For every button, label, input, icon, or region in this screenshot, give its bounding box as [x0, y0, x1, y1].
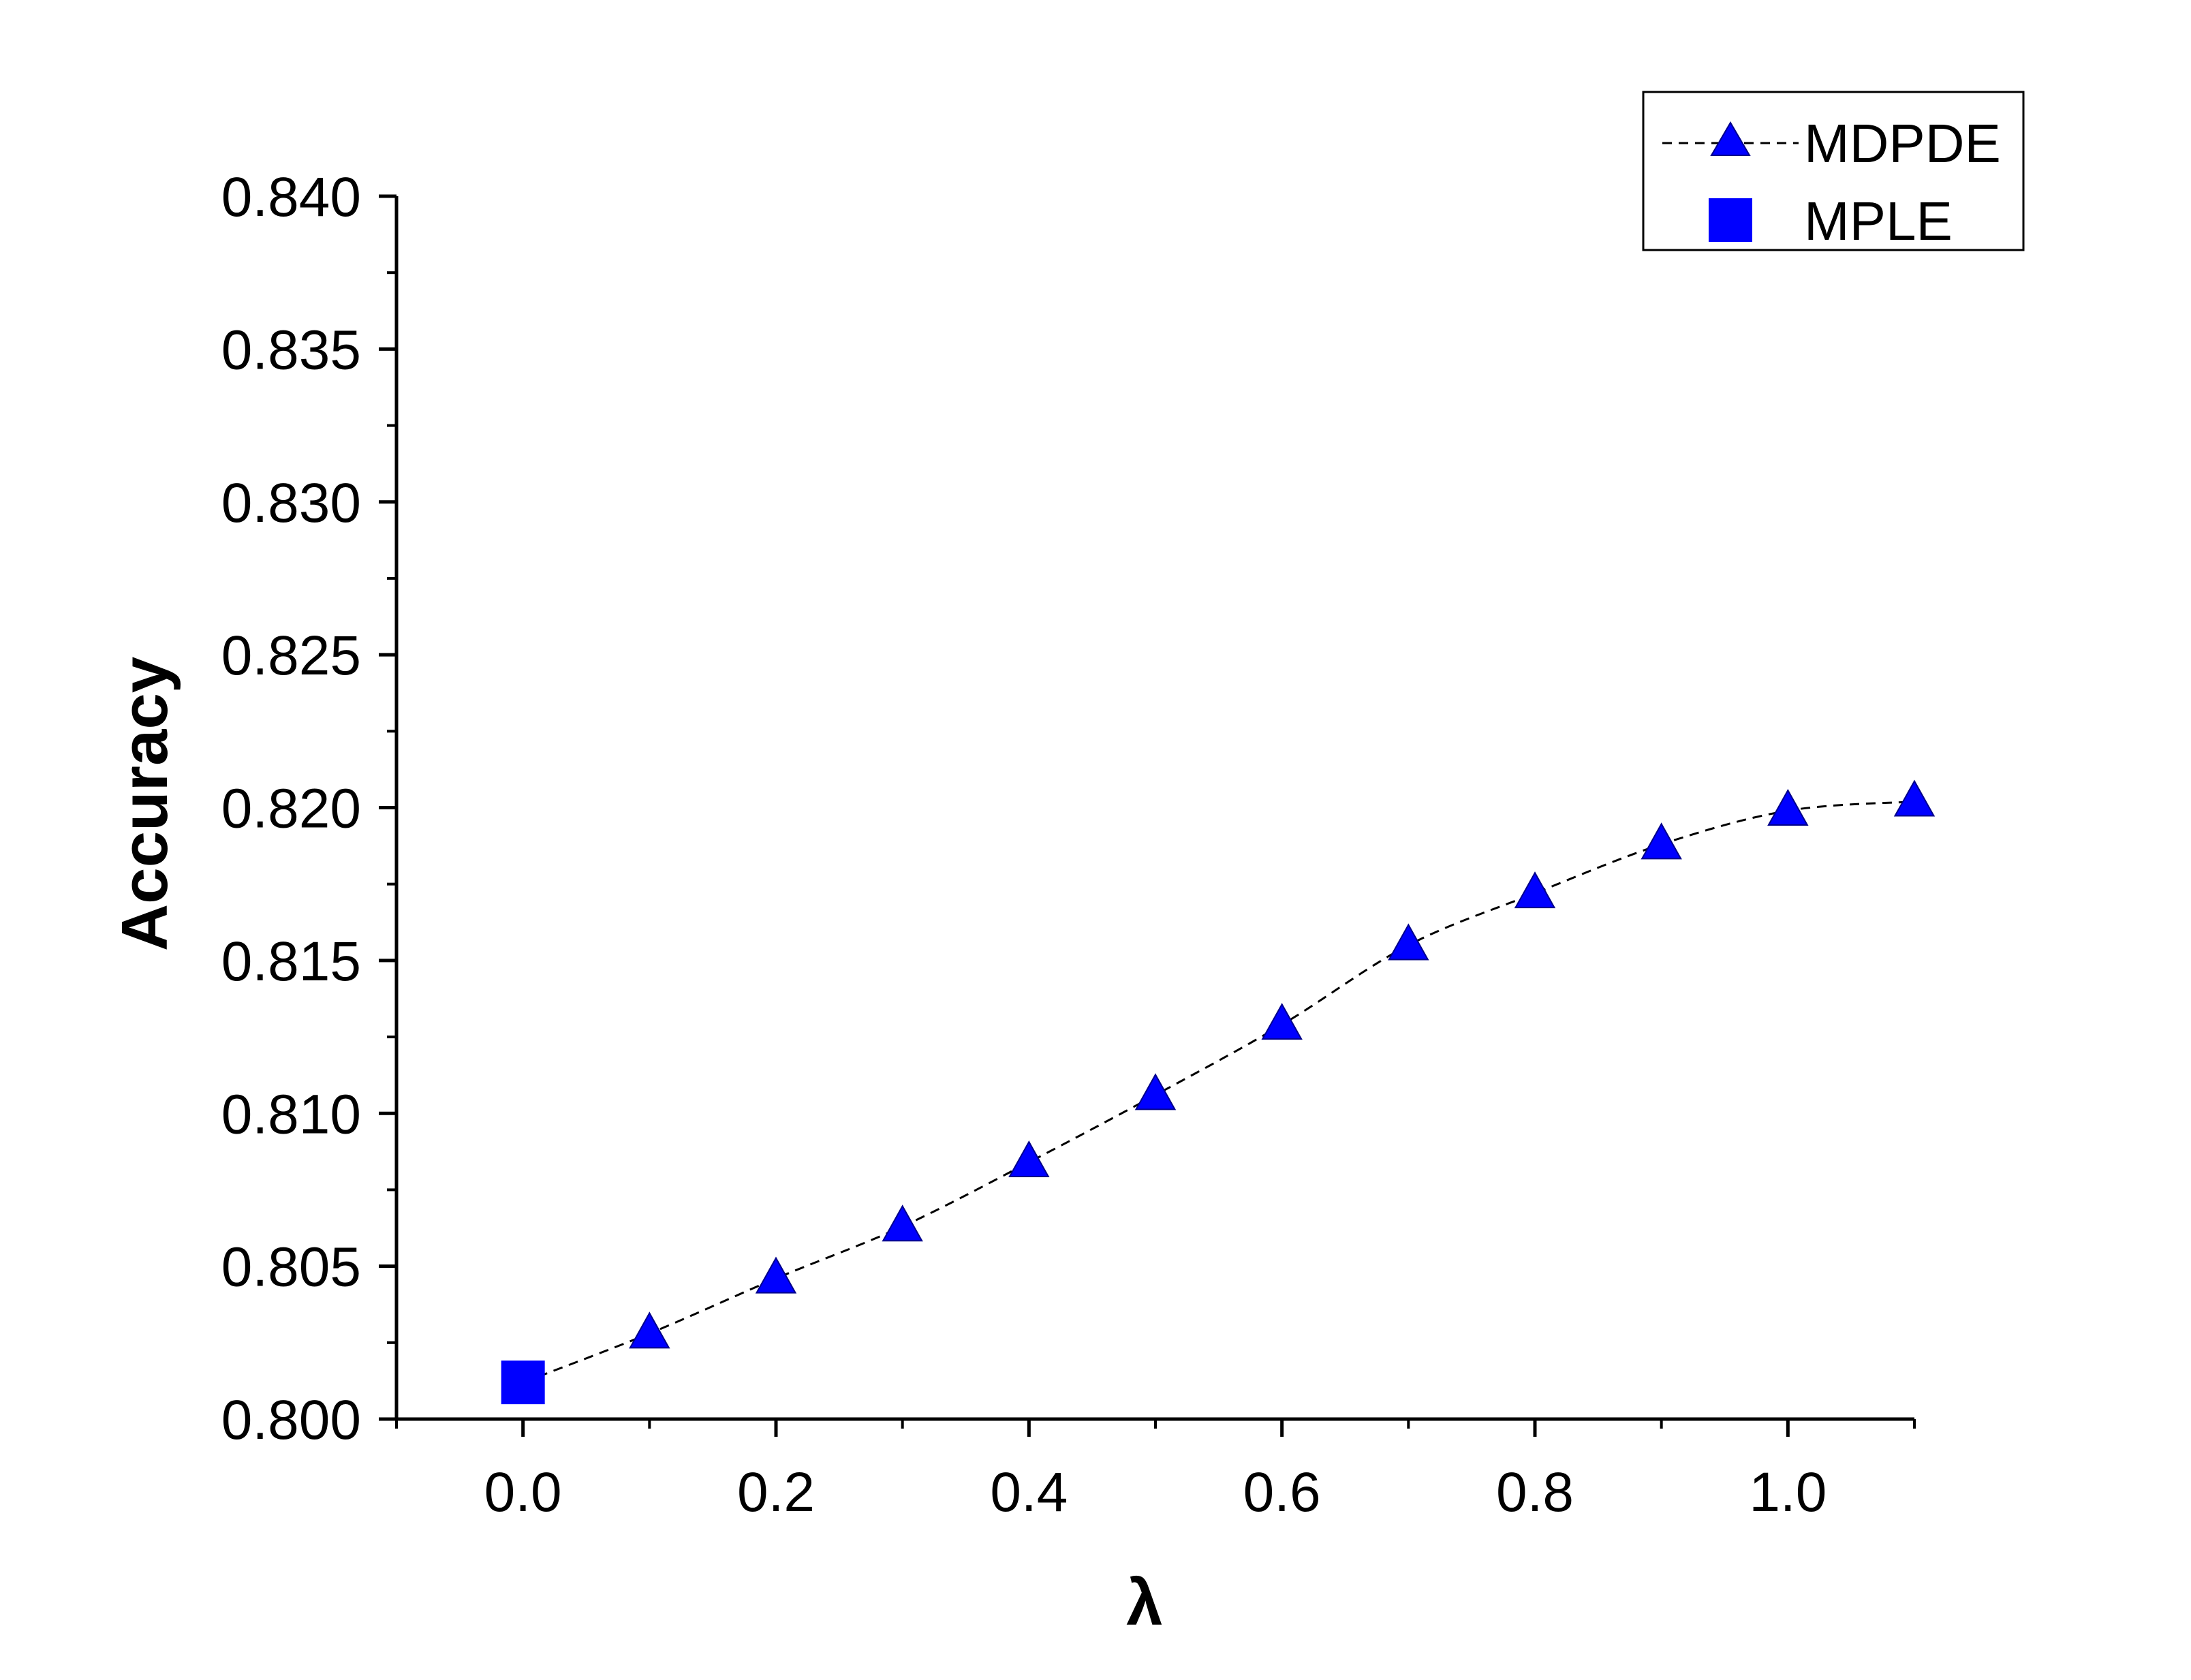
- mdpde-point: [1893, 779, 1936, 817]
- tick-marks: [379, 194, 1916, 1437]
- mdpde-point: [1767, 788, 1809, 826]
- y-axis-title: Accuracy: [108, 657, 181, 951]
- legend-mple-marker: [1709, 198, 1752, 242]
- mdpde-series-line: [523, 800, 1915, 1384]
- mple-point: [501, 1360, 545, 1405]
- mdpde-point: [882, 1204, 923, 1242]
- y-tick-label: 0.825: [221, 625, 361, 687]
- y-tick-label: 0.810: [221, 1083, 361, 1145]
- mdpde-point: [755, 1256, 797, 1294]
- y-tick-label: 0.820: [221, 778, 361, 840]
- y-tick-label: 0.840: [221, 166, 361, 228]
- legend-label-mdpde: MDPDE: [1804, 113, 2001, 174]
- mdpde-point: [1514, 871, 1556, 909]
- legend-box: [1642, 91, 2025, 251]
- x-tick-label: 1.0: [1749, 1461, 1827, 1523]
- y-tick-label: 0.815: [221, 931, 361, 993]
- legend-label-mple: MPLE: [1804, 191, 1953, 251]
- x-axis-title: λ: [1126, 1566, 1162, 1639]
- x-tick-label: 0.4: [990, 1461, 1068, 1523]
- x-tick-label: 0.6: [1243, 1461, 1321, 1523]
- mdpde-point: [1388, 923, 1429, 961]
- x-tick-label: 0.2: [737, 1461, 815, 1523]
- mdpde-point: [629, 1311, 670, 1349]
- y-tick-label: 0.835: [221, 319, 361, 381]
- mdpde-point: [1641, 822, 1682, 860]
- legend: MDPDE MPLE: [1642, 91, 2025, 251]
- mdpde-point: [1261, 1003, 1303, 1040]
- axes: [394, 196, 1914, 1421]
- series-layer: [501, 779, 1936, 1405]
- mdpde-point: [1134, 1073, 1177, 1110]
- x-tick-label: 0.0: [484, 1461, 562, 1523]
- mdpde-point: [1008, 1140, 1050, 1178]
- y-tick-label: 0.805: [221, 1236, 361, 1298]
- x-tick-label: 0.8: [1496, 1461, 1574, 1523]
- legend-mdpde-marker: [1710, 121, 1751, 156]
- y-tick-label: 0.830: [221, 472, 361, 534]
- tick-labels: 0.800 0.805 0.810 0.815 0.820 0.825 0.830 0.835…: [221, 166, 1827, 1523]
- y-tick-label: 0.800: [221, 1389, 361, 1451]
